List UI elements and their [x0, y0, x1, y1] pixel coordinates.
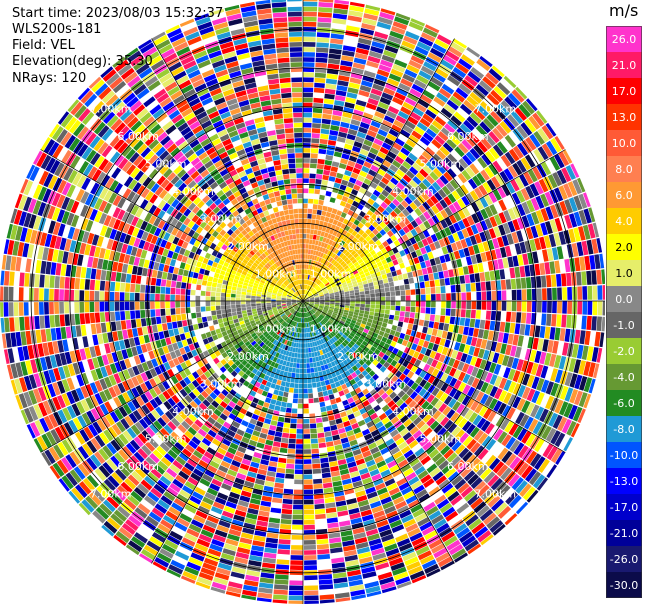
colorbar-tick-label: 2.0	[615, 241, 633, 254]
range-ring-label: 4.00km	[172, 405, 214, 418]
colorbar-tick-label: -26.0	[610, 553, 638, 566]
colorbar-tick-label: -6.0	[613, 397, 634, 410]
azimuth-spoke	[40, 149, 304, 302]
colorbar-tick-label: -10.0	[610, 449, 638, 462]
range-ring-label: 6.00km	[117, 460, 159, 473]
colorbar-segment	[606, 390, 642, 416]
colorbar-tick-label: 6.0	[615, 189, 633, 202]
colorbar-tick-label: -17.0	[610, 501, 638, 514]
range-ring-label: 5.00km	[145, 432, 187, 445]
colorbar-tick-label: -1.0	[613, 319, 634, 332]
azimuth-spoke	[40, 300, 304, 453]
azimuth-spoke	[302, 300, 566, 453]
colorbar-unit: m/s	[609, 1, 639, 20]
colorbar-segment	[606, 52, 642, 78]
start-time-label: Start time: 2023/08/03 15:32:37	[12, 6, 224, 21]
range-ring-label: 7.00km	[90, 487, 132, 500]
colorbar-segment	[606, 208, 642, 234]
range-ring-label: 3.00km	[365, 213, 407, 226]
range-ring-label: 2.00km	[337, 350, 379, 363]
colorbar: 26.0 21.0 17.0 13.0 10.0 8.0 6.0 4.0 2.0 1.0 0.0 -1…	[606, 26, 642, 598]
range-ring-label: 1.00km	[255, 268, 297, 281]
colorbar-segment	[606, 338, 642, 364]
colorbar-tick-label: -13.0	[610, 475, 638, 488]
colorbar-segment	[606, 572, 642, 598]
range-ring-label: 1.00km	[255, 323, 297, 336]
range-ring-label: 3.00km	[200, 377, 242, 390]
range-ring-label: 2.00km	[227, 350, 269, 363]
colorbar-segment	[606, 260, 642, 286]
field-label: Field: VEL	[12, 38, 75, 53]
colorbar-segment	[606, 312, 642, 338]
colorbar-segment	[606, 468, 642, 494]
range-ring-label: 7.00km	[475, 487, 517, 500]
instrument-label: WLS200s-181	[12, 22, 102, 37]
colorbar-tick-label: 21.0	[612, 59, 637, 72]
range-ring-label: 6.00km	[447, 460, 489, 473]
nrays-label: NRays: 120	[12, 71, 87, 86]
range-ring-label: 4.00km	[392, 405, 434, 418]
colorbar-segment	[606, 416, 642, 442]
colorbar-segment	[606, 78, 642, 104]
range-gate-cells	[1, 13, 600, 599]
azimuth-spoke	[302, 300, 455, 564]
colorbar-segment	[606, 494, 642, 520]
range-ring-label: 7.00km	[90, 103, 132, 116]
colorbar-segment	[606, 286, 642, 312]
azimuth-spoke	[151, 300, 304, 564]
colorbar-tick-label: -30.0	[610, 579, 638, 592]
range-gate-cells	[15, 13, 588, 604]
colorbar-segment	[606, 546, 642, 572]
range-ring-label: 1.00km	[310, 323, 352, 336]
colorbar-segment	[606, 442, 642, 468]
colorbar-tick-label: 1.0	[615, 267, 633, 280]
colorbar-tick-label: -4.0	[613, 371, 634, 384]
colorbar-tick-label: 10.0	[612, 137, 637, 150]
colorbar-tick-label: 17.0	[612, 85, 637, 98]
range-gate-cells	[27, 0, 591, 591]
colorbar-tick-label: -21.0	[610, 527, 638, 540]
range-ring-label: 5.00km	[420, 158, 462, 171]
colorbar-tick-label: -8.0	[613, 423, 634, 436]
azimuth-spoke	[151, 38, 304, 302]
colorbar-segment	[606, 26, 642, 52]
colorbar-tick-label: 4.0	[615, 215, 633, 228]
range-ring-label: 6.00km	[117, 130, 159, 143]
range-ring-label: 4.00km	[172, 185, 214, 198]
range-ring-label: 6.00km	[447, 130, 489, 143]
range-ring-label: 5.00km	[145, 158, 187, 171]
range-ring-label: 4.00km	[392, 185, 434, 198]
range-ring-label: 2.00km	[227, 240, 269, 253]
elevation-label: Elevation(deg): 35.30	[12, 54, 153, 69]
colorbar-segment	[606, 234, 642, 260]
colorbar-tick-label: 26.0	[612, 33, 637, 46]
ppi-scan: 1.00km 1.00km 1.00km 1.00km 2.00km 2.00km 2.00…	[0, 0, 605, 604]
range-ring-label: 2.00km	[337, 240, 379, 253]
colorbar-tick-label: 13.0	[612, 111, 637, 124]
colorbar-segment	[606, 104, 642, 130]
range-ring-label: 1.00km	[310, 268, 352, 281]
colorbar-segment	[606, 182, 642, 208]
range-ring-label: 3.00km	[365, 377, 407, 390]
colorbar-segment	[606, 364, 642, 390]
range-ring-label: 7.00km	[475, 103, 517, 116]
colorbar-segment	[606, 130, 642, 156]
range-gate-cells	[25, 5, 598, 581]
range-ring-label: 3.00km	[200, 213, 242, 226]
azimuth-spoke	[302, 149, 566, 302]
colorbar-tick-label: 8.0	[615, 163, 633, 176]
azimuth-spoke	[302, 38, 455, 302]
colorbar-tick-label: -2.0	[613, 345, 634, 358]
range-ring-label: 5.00km	[420, 432, 462, 445]
colorbar-segment	[606, 156, 642, 182]
colorbar-tick-label: 0.0	[615, 293, 633, 306]
colorbar-segment	[606, 520, 642, 546]
